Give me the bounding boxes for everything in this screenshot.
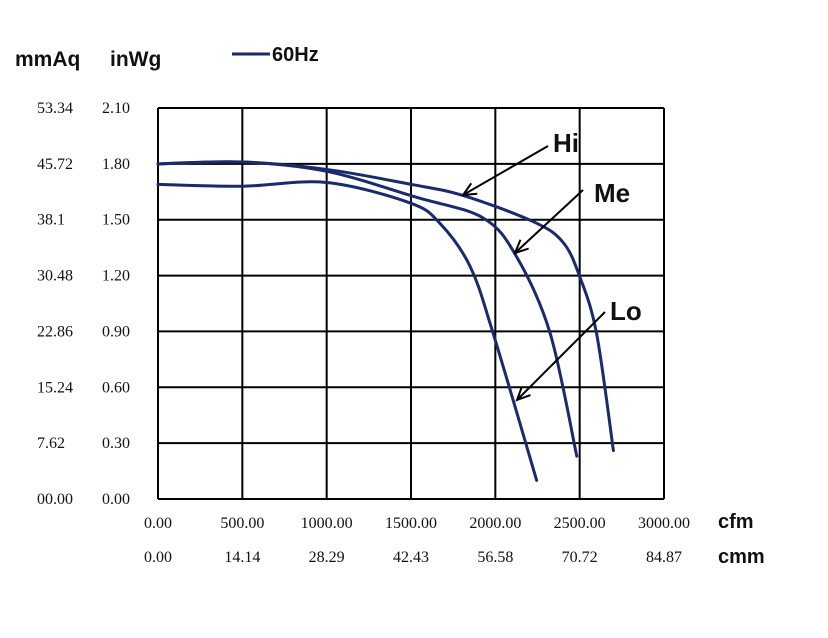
annotation-arrow-me — [514, 189, 584, 254]
x-tick-label: 3000.00 — [638, 515, 690, 532]
arrowhead-icon — [515, 386, 531, 402]
y-tick-label-mmaq: 38.1 — [37, 212, 65, 229]
y-tick-label-mmaq: 00.00 — [37, 491, 73, 508]
y-tick-label-inwg: 2.10 — [102, 100, 130, 117]
x-unit-cfm: cfm — [718, 511, 754, 533]
y-tick-label-mmaq: 45.72 — [37, 156, 73, 173]
y-tick-label-mmaq: 30.48 — [37, 268, 73, 285]
y-tick-label-inwg: 0.30 — [102, 435, 130, 452]
tick-labels: 0.00 0.00 500.00 14.14 1000.00 28.29 1500.00 42… — [37, 100, 690, 566]
y-tick-label-mmaq: 22.86 — [37, 323, 73, 340]
x-tick-label-cmm: 42.43 — [393, 549, 429, 566]
x-unit-cmm: cmm — [718, 546, 765, 568]
x-tick-label: 1500.00 — [385, 515, 437, 532]
x-tick-label-cmm: 0.00 — [144, 549, 172, 566]
y-tick-label-inwg: 1.20 — [102, 268, 130, 285]
annotations: Hi Me Lo — [460, 128, 642, 402]
y-tick-label-inwg: 1.50 — [102, 212, 130, 229]
legend-label: 60Hz — [272, 44, 319, 66]
annotation-arrow-lo — [516, 311, 606, 401]
annotation-label-lo: Lo — [610, 296, 642, 326]
y-tick-label-inwg: 0.60 — [102, 379, 130, 396]
x-tick-label-cmm: 56.58 — [477, 549, 513, 566]
y-tick-label-mmaq: 15.24 — [37, 379, 73, 396]
y-unit-inwg: inWg — [110, 48, 161, 71]
y-unit-mmaq: mmAq — [15, 48, 80, 71]
x-tick-label-cmm: 14.14 — [224, 549, 260, 566]
arrowhead-icon — [460, 182, 478, 197]
y-tick-label-inwg: 1.80 — [102, 156, 130, 173]
series-line-lo — [156, 180, 539, 482]
x-tick-label-cmm: 70.72 — [562, 549, 598, 566]
annotation-label-me: Me — [594, 178, 630, 208]
series-line-hi — [156, 160, 615, 453]
x-tick-label-cmm: 84.87 — [646, 549, 682, 566]
x-tick-label: 0.00 — [144, 515, 172, 532]
x-tick-label: 1000.00 — [301, 515, 353, 532]
annotation-label-hi: Hi — [553, 128, 579, 158]
x-tick-label: 2500.00 — [554, 515, 606, 532]
x-tick-label: 2000.00 — [469, 515, 521, 532]
y-tick-label-inwg: 0.90 — [102, 323, 130, 340]
x-tick-label: 500.00 — [220, 515, 264, 532]
arrowhead-icon — [513, 239, 529, 255]
y-tick-label-inwg: 0.00 — [102, 491, 130, 508]
y-tick-label-mmaq: 53.34 — [37, 100, 73, 117]
annotation-arrow-hi — [462, 145, 549, 196]
y-tick-label-mmaq: 7.62 — [37, 435, 65, 452]
x-tick-label-cmm: 28.29 — [309, 549, 345, 566]
series-line-me — [156, 160, 579, 458]
series-group — [156, 160, 615, 482]
